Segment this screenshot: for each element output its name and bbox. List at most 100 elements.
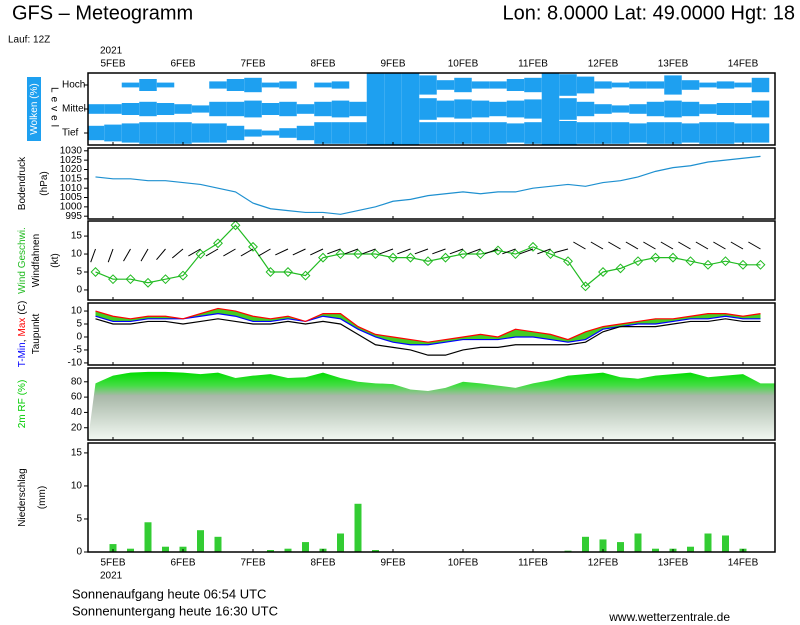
y-tick-label: 1015 xyxy=(60,173,83,184)
ylabel-part: Niederschlag xyxy=(17,468,28,526)
cloud-cell xyxy=(541,73,560,97)
x-tick-label-bottom: 7FEB xyxy=(240,558,265,569)
cloud-cell xyxy=(664,75,682,95)
ylabel-part: (%) xyxy=(17,380,28,396)
wind-marker xyxy=(440,252,451,263)
cloud-cell xyxy=(646,122,665,144)
cloud-cell xyxy=(279,101,297,117)
x-tick-label-top: 9FEB xyxy=(380,59,405,70)
cloud-cell xyxy=(559,98,577,120)
ylabel: Wind Geschwi. xyxy=(17,227,28,294)
wind-marker xyxy=(615,263,626,274)
cloud-cell xyxy=(594,104,612,114)
cloud-cell xyxy=(489,122,507,144)
wind-marker xyxy=(528,241,538,252)
cloud-cell xyxy=(681,123,700,143)
wind-barb xyxy=(748,241,761,250)
wind-barb xyxy=(327,248,341,255)
y-tick-label: 40 xyxy=(71,407,83,418)
precip-bar xyxy=(634,533,642,552)
wind-marker xyxy=(370,249,381,259)
series-line xyxy=(95,307,761,343)
cloud-cell xyxy=(646,101,665,117)
cloud-cell xyxy=(471,100,490,118)
y-tick-label: 5 xyxy=(76,514,82,525)
cloud-cell xyxy=(331,122,350,144)
wind-barb xyxy=(519,248,534,255)
precip-bar xyxy=(652,548,659,552)
cloud-cell xyxy=(296,104,315,114)
cloud-cell xyxy=(88,125,105,141)
cloud-cell xyxy=(699,104,717,114)
cloud-cell xyxy=(541,97,560,121)
cloud-cell xyxy=(226,101,245,117)
unit-label: (hPa) xyxy=(39,171,50,195)
cloud-cell xyxy=(576,76,595,94)
wind-barb xyxy=(643,241,656,250)
x-tick-label-bottom: 11FEB xyxy=(518,558,548,569)
x-tick-label-top: 7FEB xyxy=(240,59,265,70)
cloud-cell xyxy=(279,128,297,138)
y-tick-label: 10 xyxy=(71,249,83,260)
ylabel: T-Min, Max (C) xyxy=(17,301,28,368)
wind-marker xyxy=(755,259,766,270)
cloud-cell xyxy=(226,125,245,141)
x-tick-label-bottom: 9FEB xyxy=(380,558,405,569)
cloud-cell xyxy=(576,101,595,117)
cloud-cell xyxy=(314,82,332,88)
cloud-cell xyxy=(734,123,752,143)
wind-barb xyxy=(275,248,289,256)
panel-frame xyxy=(87,442,776,553)
wind-marker xyxy=(300,270,311,281)
cloud-cell xyxy=(349,101,367,117)
wind-barb xyxy=(590,241,604,250)
precip-bar xyxy=(144,522,152,552)
precip-bar xyxy=(267,550,274,552)
cloud-cell xyxy=(629,104,647,114)
wind-marker xyxy=(90,267,101,277)
cloud-cell xyxy=(454,122,472,144)
level-name: Tief xyxy=(62,128,79,139)
ylabel-part: Max xyxy=(17,318,28,337)
cloud-cell xyxy=(716,122,735,144)
wind-marker xyxy=(195,249,206,259)
cloud-cell xyxy=(751,77,770,93)
wind-marker xyxy=(510,249,521,259)
cloud-cell xyxy=(244,100,262,118)
x-tick-label-bottom: 6FEB xyxy=(170,558,195,569)
x-tick-label-bottom: 8FEB xyxy=(310,558,335,569)
wind-marker xyxy=(668,252,678,263)
cloud-cell xyxy=(419,122,437,144)
wind-barb xyxy=(205,248,219,257)
precip-bar xyxy=(599,539,607,552)
wind-marker xyxy=(563,256,573,267)
wind-marker xyxy=(178,270,188,281)
cloud-cell xyxy=(751,123,770,143)
cloud-cell xyxy=(646,81,665,89)
cloud-cell xyxy=(279,81,297,89)
wind-marker xyxy=(353,249,363,259)
ylabel2-part: Windfahnen xyxy=(31,234,42,287)
precip-bar xyxy=(162,546,169,552)
cloud-cell xyxy=(366,73,385,97)
series-line xyxy=(95,224,761,288)
x-tick-label-top: 6FEB xyxy=(170,59,195,70)
sunrise: Sonnenaufgang heute 06:54 UTC xyxy=(72,586,266,601)
wind-barb xyxy=(140,248,149,262)
wind-marker xyxy=(230,220,241,231)
y-tick-label: 0 xyxy=(76,332,82,343)
wind-marker xyxy=(703,259,713,270)
x-tick-label-bottom: 13FEB xyxy=(658,558,689,569)
y-tick-label: 80 xyxy=(71,376,83,387)
precip-bar xyxy=(109,544,117,552)
wind-barb xyxy=(107,248,114,263)
precip-bar xyxy=(372,550,379,552)
cloud-cell xyxy=(541,121,560,145)
cloud-cell xyxy=(191,123,210,143)
y-tick-label: 5 xyxy=(76,319,82,330)
precip-bar xyxy=(704,533,712,552)
cloud-cell xyxy=(261,130,280,136)
wind-marker xyxy=(493,245,503,256)
cloud-cell xyxy=(191,105,210,113)
precip-bar xyxy=(127,548,134,552)
